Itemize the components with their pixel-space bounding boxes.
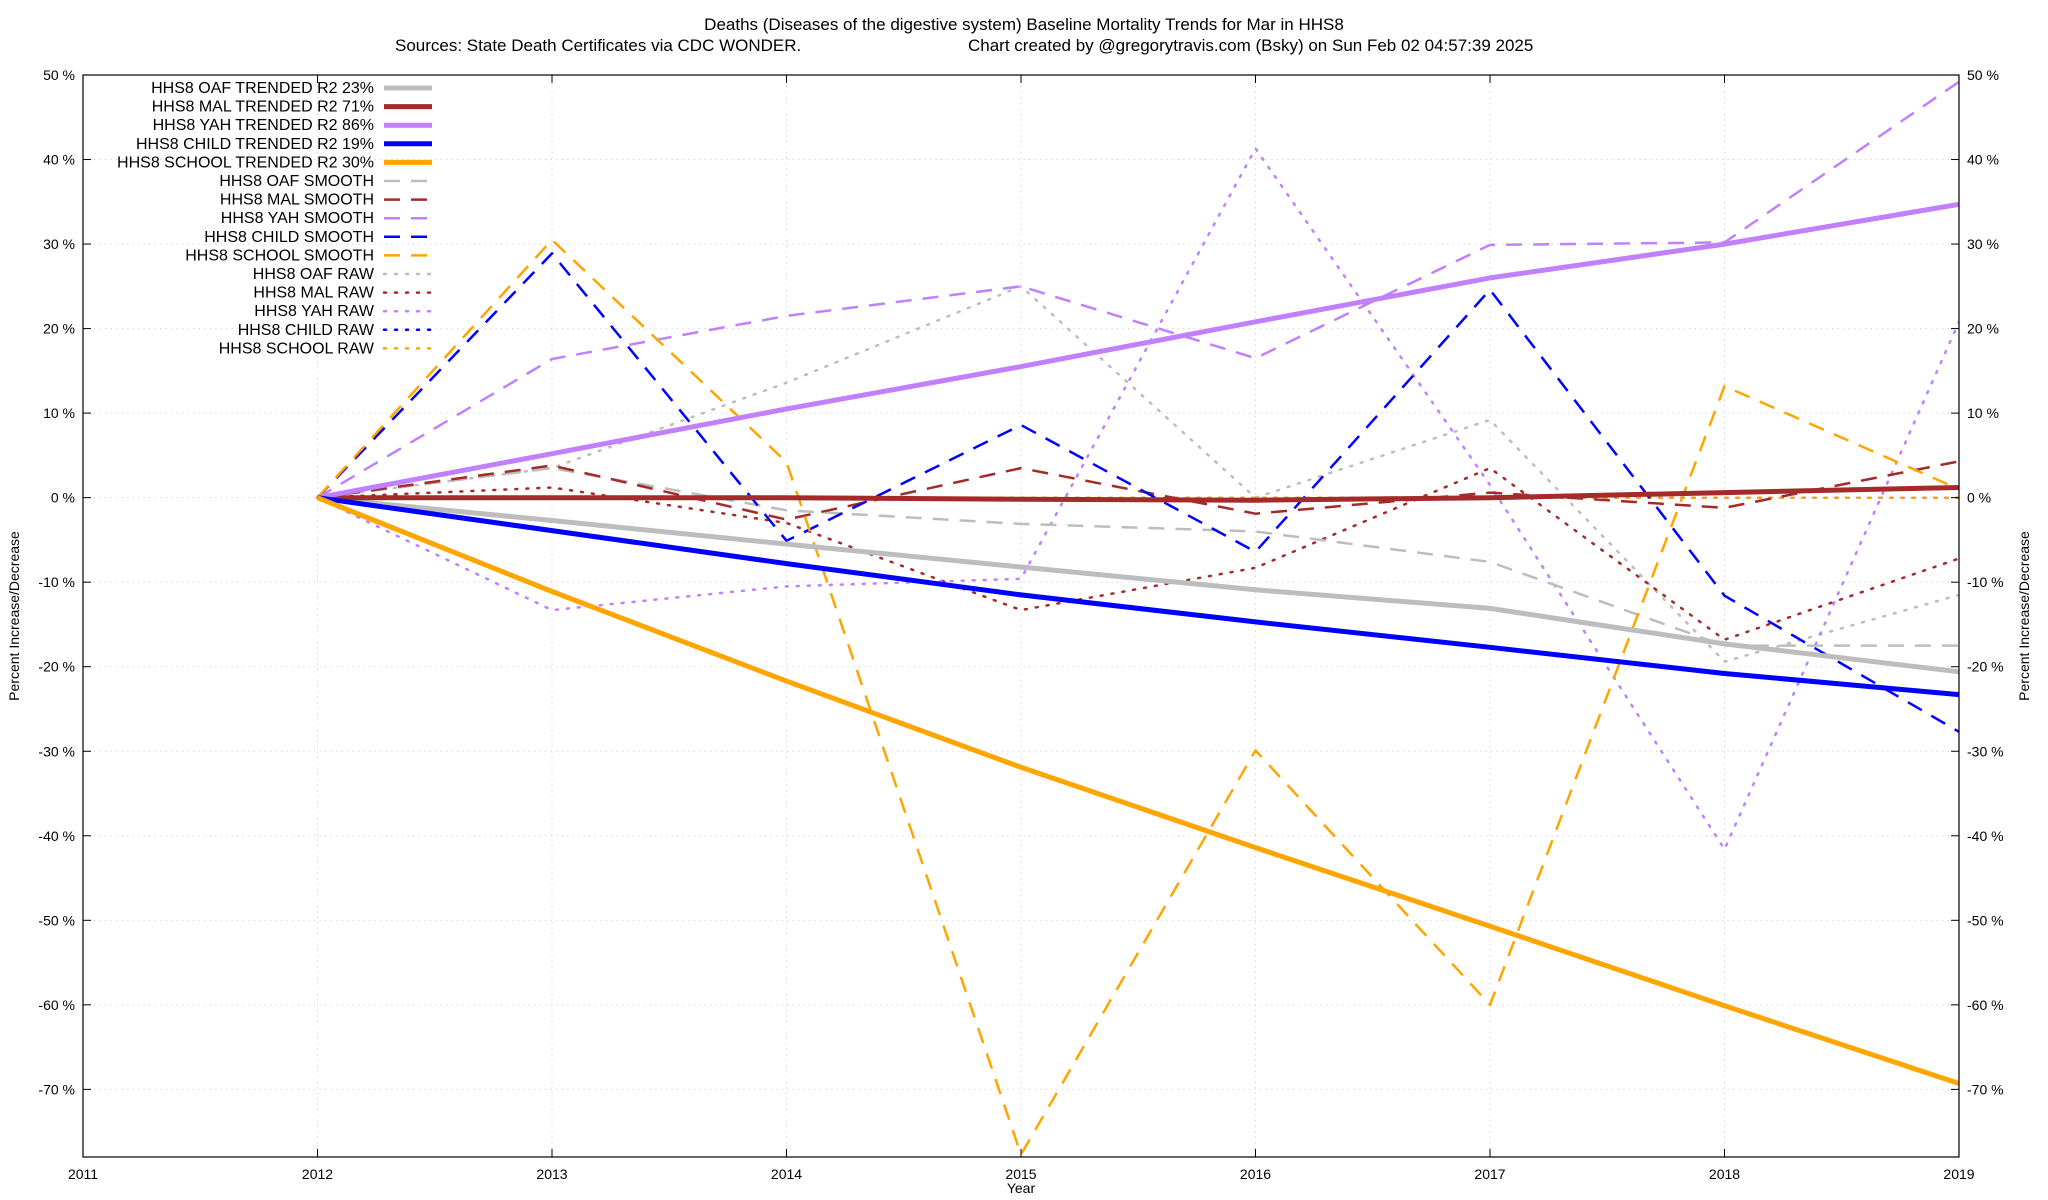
legend: HHS8 OAF TRENDED R2 23% HHS8 MAL TRENDED … (117, 80, 434, 357)
x-tick-label: 2011 (68, 1166, 98, 1182)
legend-entry-label: HHS8 CHILD TRENDED R2 19% (136, 136, 374, 153)
y-tick-label-right: -70 % (1967, 1081, 2004, 1097)
y-tick-label-left: 20 % (43, 321, 75, 337)
y-axis-label-left: Percent Increase/Decrease (6, 531, 22, 701)
series-line-10 (316, 285, 1959, 663)
series-group (316, 80, 1959, 1156)
y-tick-label-left: -50 % (38, 912, 75, 928)
x-tick-label: 2013 (536, 1166, 567, 1182)
y-tick-label-left: 50 % (43, 67, 75, 83)
y-tick-label-right: -50 % (1967, 912, 2004, 928)
y-tick-label-right: -30 % (1967, 743, 2004, 759)
y-tick-label-left: 0 % (51, 490, 75, 506)
chart-title: Deaths (Diseases of the digestive system… (704, 15, 1344, 34)
legend-entry-label: HHS8 YAH SMOOTH (221, 210, 374, 227)
legend-entry-label: HHS8 MAL RAW (253, 285, 375, 302)
legend-entry-label: HHS8 YAH RAW (254, 303, 375, 320)
y-tick-label-right: -60 % (1967, 997, 2004, 1013)
y-tick-label-right: -10 % (1967, 574, 2004, 590)
series-line-2 (317, 201, 1959, 501)
legend-entry-label: HHS8 MAL TRENDED R2 71% (152, 99, 374, 116)
y-axis-label-right: Percent Increase/Decrease (2016, 531, 2032, 701)
series-line-3 (317, 495, 1959, 698)
series-line-9 (316, 238, 1959, 1156)
y-axis-left-ticks: 50 % 40 % 30 % 20 % 10 % 0 % -10 % -20 % -30 % -4… (38, 67, 91, 1097)
y-tick-label-left: -70 % (38, 1081, 75, 1097)
y-tick-label-right: 10 % (1967, 405, 1999, 421)
legend-entry-label: HHS8 CHILD RAW (238, 322, 375, 339)
y-tick-label-right: 30 % (1967, 236, 1999, 252)
y-tick-label-left: -60 % (38, 997, 75, 1013)
legend-entry-label: HHS8 OAF SMOOTH (219, 173, 374, 190)
x-tick-label: 2016 (1240, 1166, 1271, 1182)
y-tick-label-left: -40 % (38, 828, 75, 844)
legend-entry-label: HHS8 SCHOOL RAW (219, 340, 375, 357)
x-tick-label: 2015 (1005, 1166, 1036, 1182)
chart-subtitle-credit: Chart created by @gregorytravis.com (Bsk… (968, 36, 1533, 55)
series-line-1 (317, 485, 1959, 503)
legend-entry-label: HHS8 CHILD SMOOTH (204, 229, 374, 246)
y-tick-label-left: -20 % (38, 659, 75, 675)
chart-subtitle-source: Sources: State Death Certificates via CD… (395, 36, 801, 55)
x-axis-label: Year (1007, 1180, 1036, 1196)
y-tick-label-left: -30 % (38, 743, 75, 759)
series-line-4 (316, 495, 1959, 1086)
legend-entry-label: HHS8 OAF TRENDED R2 23% (151, 80, 374, 97)
x-tick-label: 2012 (302, 1166, 333, 1182)
x-tick-label: 2018 (1709, 1166, 1740, 1182)
y-tick-label-left: 30 % (43, 236, 75, 252)
y-tick-label-right: 0 % (1967, 490, 1991, 506)
y-axis-right-ticks: 50 % 40 % 30 % 20 % 10 % 0 % -10 % -20 % -30 % -4… (1951, 67, 2004, 1097)
y-tick-label-right: -20 % (1967, 659, 2004, 675)
y-tick-label-right: 40 % (1967, 152, 1999, 168)
legend-entry-label: HHS8 MAL SMOOTH (220, 192, 374, 209)
legend-entry-label: HHS8 SCHOOL SMOOTH (185, 247, 374, 264)
legend-entry-label: HHS8 SCHOOL TRENDED R2 30% (117, 154, 374, 171)
y-tick-label-left: 10 % (43, 405, 75, 421)
legend-entry-label: HHS8 OAF RAW (253, 266, 375, 283)
series-line-11 (316, 466, 1959, 641)
legend-entry-label: HHS8 YAH TRENDED R2 86% (153, 117, 374, 134)
x-tick-label: 2017 (1474, 1166, 1505, 1182)
y-tick-label-right: -40 % (1967, 828, 2004, 844)
y-tick-label-left: 40 % (43, 152, 75, 168)
series-line-6 (317, 460, 1959, 521)
series-line-7 (316, 80, 1959, 499)
x-axis-ticks: 2011 2012 2013 2014 2015 2016 2017 2018 2019 (68, 75, 1975, 1182)
y-tick-label-right: 50 % (1967, 67, 1999, 83)
y-tick-label-right: 20 % (1967, 321, 1999, 337)
x-tick-label: 2014 (771, 1166, 802, 1182)
x-tick-label: 2019 (1943, 1166, 1974, 1182)
y-tick-label-left: -10 % (38, 574, 75, 590)
series-line-0 (317, 495, 1959, 675)
